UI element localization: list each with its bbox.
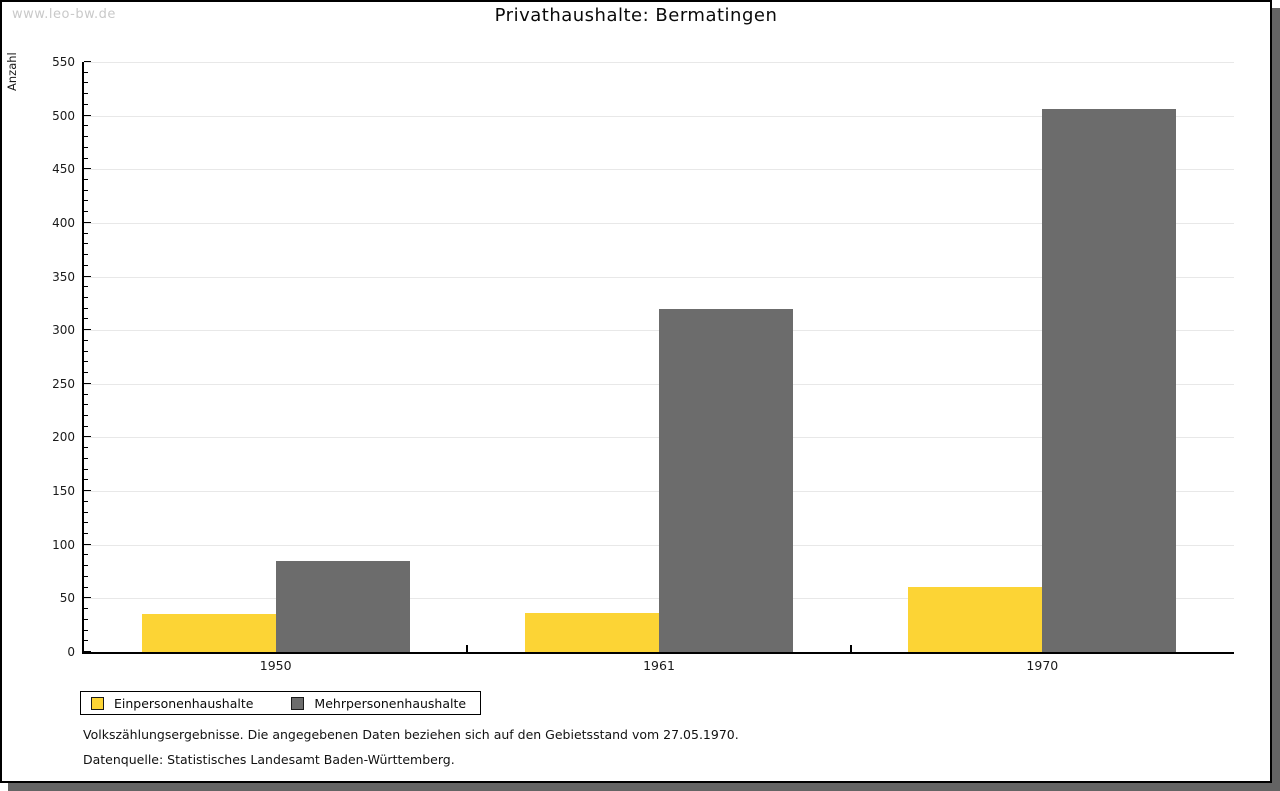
y-minor-tick — [84, 189, 88, 191]
y-minor-tick — [84, 157, 88, 159]
x-category-label: 1950 — [259, 658, 292, 673]
y-minor-tick — [84, 533, 88, 534]
y-tick-label: 350 — [52, 269, 75, 284]
y-minor-tick — [84, 479, 88, 481]
footnote-data-source: Datenquelle: Statistisches Landesamt Bad… — [83, 752, 455, 767]
y-tick-label: 500 — [52, 108, 75, 123]
bar-1950-mehrpersonenhaushalte — [275, 560, 410, 652]
legend-item-mehrpersonenhaushalte: Mehrpersonenhaushalte — [291, 696, 466, 711]
y-minor-tick — [84, 93, 88, 95]
bar-1950-einpersonenhaushalte — [141, 614, 276, 652]
y-tick-label: 250 — [52, 376, 75, 391]
watermark-text: www.leo-bw.de — [12, 7, 116, 22]
y-minor-tick — [84, 200, 88, 202]
y-minor-tick — [84, 629, 88, 631]
plot-area: 0 50 100 150 200 250 300 350 400 450 500 550 1950 196… — [52, 55, 1234, 673]
y-minor-tick — [84, 447, 88, 449]
y-minor-tick — [84, 264, 88, 266]
y-minor-tick — [84, 179, 88, 180]
y-minor-tick — [84, 468, 88, 470]
y-minor-tick — [84, 608, 88, 610]
y-major-tick — [84, 221, 91, 223]
y-axis-title: Anzahl — [5, 52, 19, 92]
legend-swatch-icon — [91, 696, 104, 710]
y-minor-tick — [84, 125, 88, 127]
y-minor-tick — [84, 232, 88, 234]
y-minor-tick — [84, 575, 88, 577]
y-minor-tick — [84, 286, 88, 288]
y-minor-tick — [84, 404, 88, 406]
bar-1961-einpersonenhaushalte — [525, 613, 659, 652]
y-minor-tick — [84, 415, 88, 416]
legend-swatch-icon — [291, 696, 305, 710]
y-minor-tick — [84, 361, 88, 363]
y-major-tick — [84, 382, 91, 384]
y-minor-tick — [84, 511, 88, 513]
y-minor-tick — [84, 393, 88, 395]
y-minor-tick — [84, 307, 88, 309]
y-tick-label: 200 — [52, 430, 75, 445]
y-minor-tick — [84, 71, 88, 73]
y-tick-label: 550 — [52, 55, 75, 69]
y-minor-tick — [84, 500, 88, 502]
y-tick-label: 0 — [67, 645, 75, 659]
y-tick-label: 400 — [52, 215, 75, 230]
y-tick-label: 450 — [52, 162, 75, 177]
y-minor-tick — [84, 243, 88, 245]
y-major-tick — [84, 436, 91, 438]
y-minor-tick — [84, 82, 88, 84]
y-major-tick — [84, 61, 91, 62]
y-minor-tick — [84, 103, 88, 105]
y-major-tick — [84, 651, 91, 652]
y-minor-tick — [84, 457, 88, 459]
y-minor-tick — [84, 586, 88, 588]
y-major-tick — [84, 275, 91, 277]
gridline-y-450 — [84, 169, 1234, 171]
bar-1970-einpersonenhaushalte — [908, 586, 1043, 652]
y-minor-tick — [84, 254, 88, 256]
y-minor-tick — [84, 211, 88, 213]
y-minor-tick — [84, 297, 88, 298]
legend: Einpersonenhaushalte Mehrpersonenhaushalt… — [80, 691, 482, 715]
legend-item-einpersonenhaushalte: Einpersonenhaushalte — [91, 696, 253, 711]
gridline-y-500 — [84, 115, 1234, 117]
y-minor-tick — [84, 318, 88, 320]
bar-1970-mehrpersonenhaushalte — [1042, 109, 1177, 652]
y-major-tick — [84, 168, 91, 170]
y-minor-tick — [84, 554, 88, 556]
x-boundary-tick — [849, 645, 852, 652]
gridline-y-550 — [84, 62, 1234, 63]
y-minor-tick — [84, 640, 88, 642]
legend-label: Mehrpersonenhaushalte — [314, 695, 467, 711]
y-tick-label: 50 — [59, 591, 75, 606]
x-boundary-tick — [466, 645, 469, 652]
y-tick-label: 300 — [52, 323, 75, 338]
y-tick-label: 100 — [52, 537, 75, 552]
y-minor-tick — [84, 372, 88, 374]
y-major-tick — [84, 114, 91, 116]
x-category-label: 1970 — [1026, 658, 1059, 673]
x-category-label: 1961 — [643, 658, 675, 673]
y-minor-tick — [84, 350, 88, 352]
gridline-y-350 — [84, 276, 1234, 278]
footnote-source-note: Volkszählungsergebnisse. Die angegebenen… — [83, 727, 739, 742]
y-minor-tick — [84, 565, 88, 567]
legend-label: Einpersonenhaushalte — [114, 695, 254, 711]
y-minor-tick — [84, 618, 88, 620]
y-major-tick — [84, 329, 91, 331]
bar-1961-mehrpersonenhaushalte — [659, 308, 793, 652]
y-major-tick — [84, 543, 91, 545]
y-tick-label: 150 — [52, 484, 75, 499]
y-minor-tick — [84, 146, 88, 148]
y-minor-tick — [84, 522, 88, 524]
y-minor-tick — [84, 339, 88, 341]
y-minor-tick — [84, 425, 88, 427]
y-minor-tick — [84, 136, 88, 138]
y-major-tick — [84, 597, 91, 599]
chart-title: Privathaushalte: Bermatingen — [494, 5, 778, 26]
gridline-y-400 — [84, 222, 1234, 224]
y-major-tick — [84, 490, 91, 492]
